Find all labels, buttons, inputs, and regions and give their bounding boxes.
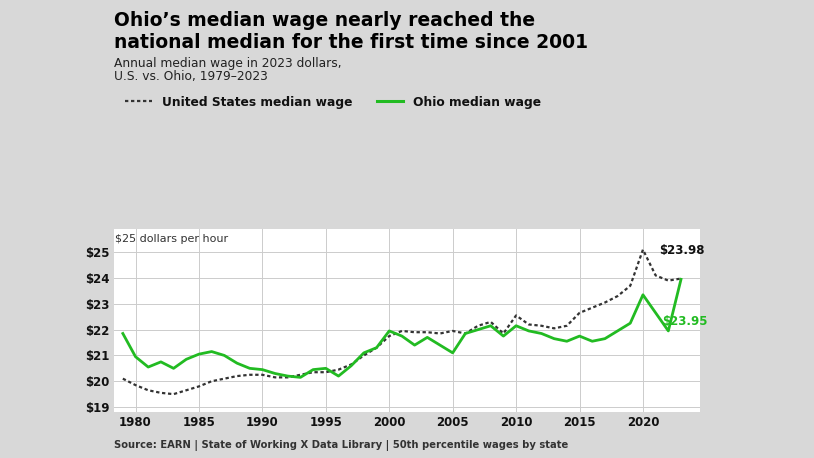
Text: $23.95: $23.95 (662, 316, 707, 328)
Text: Ohio’s median wage nearly reached the: Ohio’s median wage nearly reached the (114, 11, 535, 30)
Text: U.S. vs. Ohio, 1979–2023: U.S. vs. Ohio, 1979–2023 (114, 70, 268, 82)
Text: Annual median wage in 2023 dollars,: Annual median wage in 2023 dollars, (114, 57, 342, 70)
Legend: United States median wage, Ohio median wage: United States median wage, Ohio median w… (120, 91, 546, 114)
Text: $23.98: $23.98 (659, 245, 705, 257)
Text: national median for the first time since 2001: national median for the first time since… (114, 33, 588, 52)
Text: Source: EARN | State of Working X Data Library | 50th percentile wages by state: Source: EARN | State of Working X Data L… (114, 440, 568, 451)
Text: $25 dollars per hour: $25 dollars per hour (116, 234, 229, 244)
